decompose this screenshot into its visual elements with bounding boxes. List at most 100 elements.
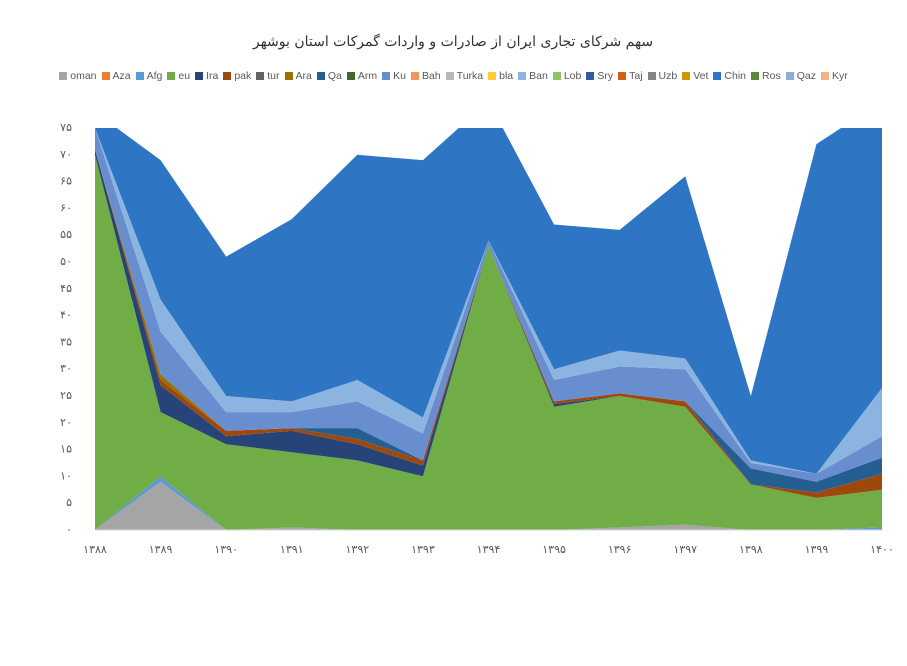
legend-item: Bah	[411, 70, 441, 82]
legend-label: eu	[178, 70, 190, 82]
legend-label: Vet	[693, 70, 708, 82]
legend-item: Ku	[382, 70, 406, 82]
chart-title: سهم شرکای تجاری ایران از صادرات و واردات…	[252, 33, 653, 50]
x-tick-label: ۱۳۹۶	[608, 543, 632, 556]
x-tick-label: ۱۴۰۰	[870, 543, 894, 556]
legend-swatch	[59, 72, 67, 80]
y-tick-label: ۳۰	[60, 362, 72, 375]
y-tick-label: ۴۵	[60, 282, 72, 295]
legend-label: Ara	[296, 70, 312, 82]
y-tick-label: ۷۵	[60, 121, 72, 134]
legend-item: oman	[59, 70, 96, 82]
legend-item: eu	[167, 70, 190, 82]
legend-item: pak	[223, 70, 251, 82]
legend-label: Qaz	[797, 70, 816, 82]
legend-label: Uzb	[659, 70, 678, 82]
y-tick-label: ۵	[66, 496, 72, 509]
y-tick-label: ۰	[66, 523, 72, 536]
legend-label: Afg	[147, 70, 163, 82]
legend-swatch	[317, 72, 325, 80]
legend-swatch	[167, 72, 175, 80]
legend-label: Qa	[328, 70, 342, 82]
legend-swatch	[102, 72, 110, 80]
legend-item: Kyr	[821, 70, 848, 82]
legend-item: Ros	[751, 70, 781, 82]
legend-item: Arm	[347, 70, 377, 82]
legend-swatch	[195, 72, 203, 80]
legend-item: Afg	[136, 70, 163, 82]
legend-label: Bah	[422, 70, 441, 82]
legend-swatch	[285, 72, 293, 80]
legend-swatch	[518, 72, 526, 80]
legend-swatch	[648, 72, 656, 80]
legend-label: Kyr	[832, 70, 848, 82]
legend-swatch	[786, 72, 794, 80]
legend-item: Vet	[682, 70, 708, 82]
legend-label: Ros	[762, 70, 781, 82]
y-tick-label: ۲۵	[60, 389, 72, 402]
legend-swatch	[553, 72, 561, 80]
x-tick-label: ۱۳۸۹	[149, 543, 173, 556]
legend-item: Taj	[618, 70, 642, 82]
legend-label: Aza	[113, 70, 131, 82]
y-tick-label: ۵۰	[60, 255, 72, 268]
legend-swatch	[713, 72, 721, 80]
x-tick-label: ۱۳۹۸	[739, 543, 763, 556]
legend-swatch	[446, 72, 454, 80]
legend-swatch	[382, 72, 390, 80]
legend-swatch	[411, 72, 419, 80]
legend-item: Chin	[713, 70, 746, 82]
x-tick-label: ۱۳۹۷	[673, 543, 697, 556]
legend-item: Uzb	[648, 70, 678, 82]
legend-swatch	[488, 72, 496, 80]
legend-label: Chin	[724, 70, 746, 82]
legend: oman Aza Afg eu Ira pak tur Ara Qa Arm Ku Bah Turka b…	[0, 70, 907, 82]
legend-swatch	[751, 72, 759, 80]
legend-label: pak	[234, 70, 251, 82]
legend-swatch	[347, 72, 355, 80]
y-tick-label: ۷۰	[60, 148, 72, 161]
x-tick-label: ۱۳۹۴	[477, 543, 501, 556]
plot-area	[95, 101, 882, 530]
x-tick-label: ۱۳۹۲	[346, 543, 370, 556]
y-tick-label: ۴۰	[60, 309, 72, 322]
legend-item: Ban	[518, 70, 548, 82]
y-tick-label: ۱۰	[60, 469, 72, 482]
legend-label: Lob	[564, 70, 582, 82]
legend-label: Taj	[629, 70, 642, 82]
legend-item: Qaz	[786, 70, 816, 82]
x-tick-label: ۱۳۹۵	[542, 543, 566, 556]
page: سهم شرکای تجاری ایران از صادرات و واردات…	[0, 0, 907, 666]
y-tick-label: ۳۵	[60, 335, 72, 348]
legend-item: Qa	[317, 70, 342, 82]
legend-item: Lob	[553, 70, 582, 82]
legend-swatch	[821, 72, 829, 80]
legend-label: Sry	[597, 70, 613, 82]
legend-label: Turka	[457, 70, 483, 82]
x-tick-label: ۱۳۹۹	[805, 543, 829, 556]
x-tick-label: ۱۳۹۳	[411, 543, 435, 556]
y-tick-label: ۶۵	[60, 175, 72, 188]
legend-swatch	[223, 72, 231, 80]
y-tick-label: ۵۵	[60, 228, 72, 241]
legend-swatch	[586, 72, 594, 80]
legend-label: Ira	[206, 70, 218, 82]
legend-label: Ku	[393, 70, 406, 82]
y-tick-label: ۲۰	[60, 416, 72, 429]
legend-item: tur	[256, 70, 279, 82]
legend-label: bla	[499, 70, 513, 82]
legend-label: Arm	[358, 70, 377, 82]
y-tick-label: ۶۰	[60, 201, 72, 214]
x-tick-label: ۱۳۹۰	[214, 543, 238, 556]
legend-swatch	[256, 72, 264, 80]
legend-item: Ara	[285, 70, 312, 82]
y-tick-label: ۱۵	[60, 443, 72, 456]
legend-item: Sry	[586, 70, 613, 82]
x-tick-label: ۱۳۸۸	[83, 543, 107, 556]
x-tick-label: ۱۳۹۱	[280, 543, 304, 556]
legend-item: Turka	[446, 70, 483, 82]
legend-swatch	[618, 72, 626, 80]
legend-swatch	[136, 72, 144, 80]
legend-item: bla	[488, 70, 513, 82]
legend-label: tur	[267, 70, 279, 82]
